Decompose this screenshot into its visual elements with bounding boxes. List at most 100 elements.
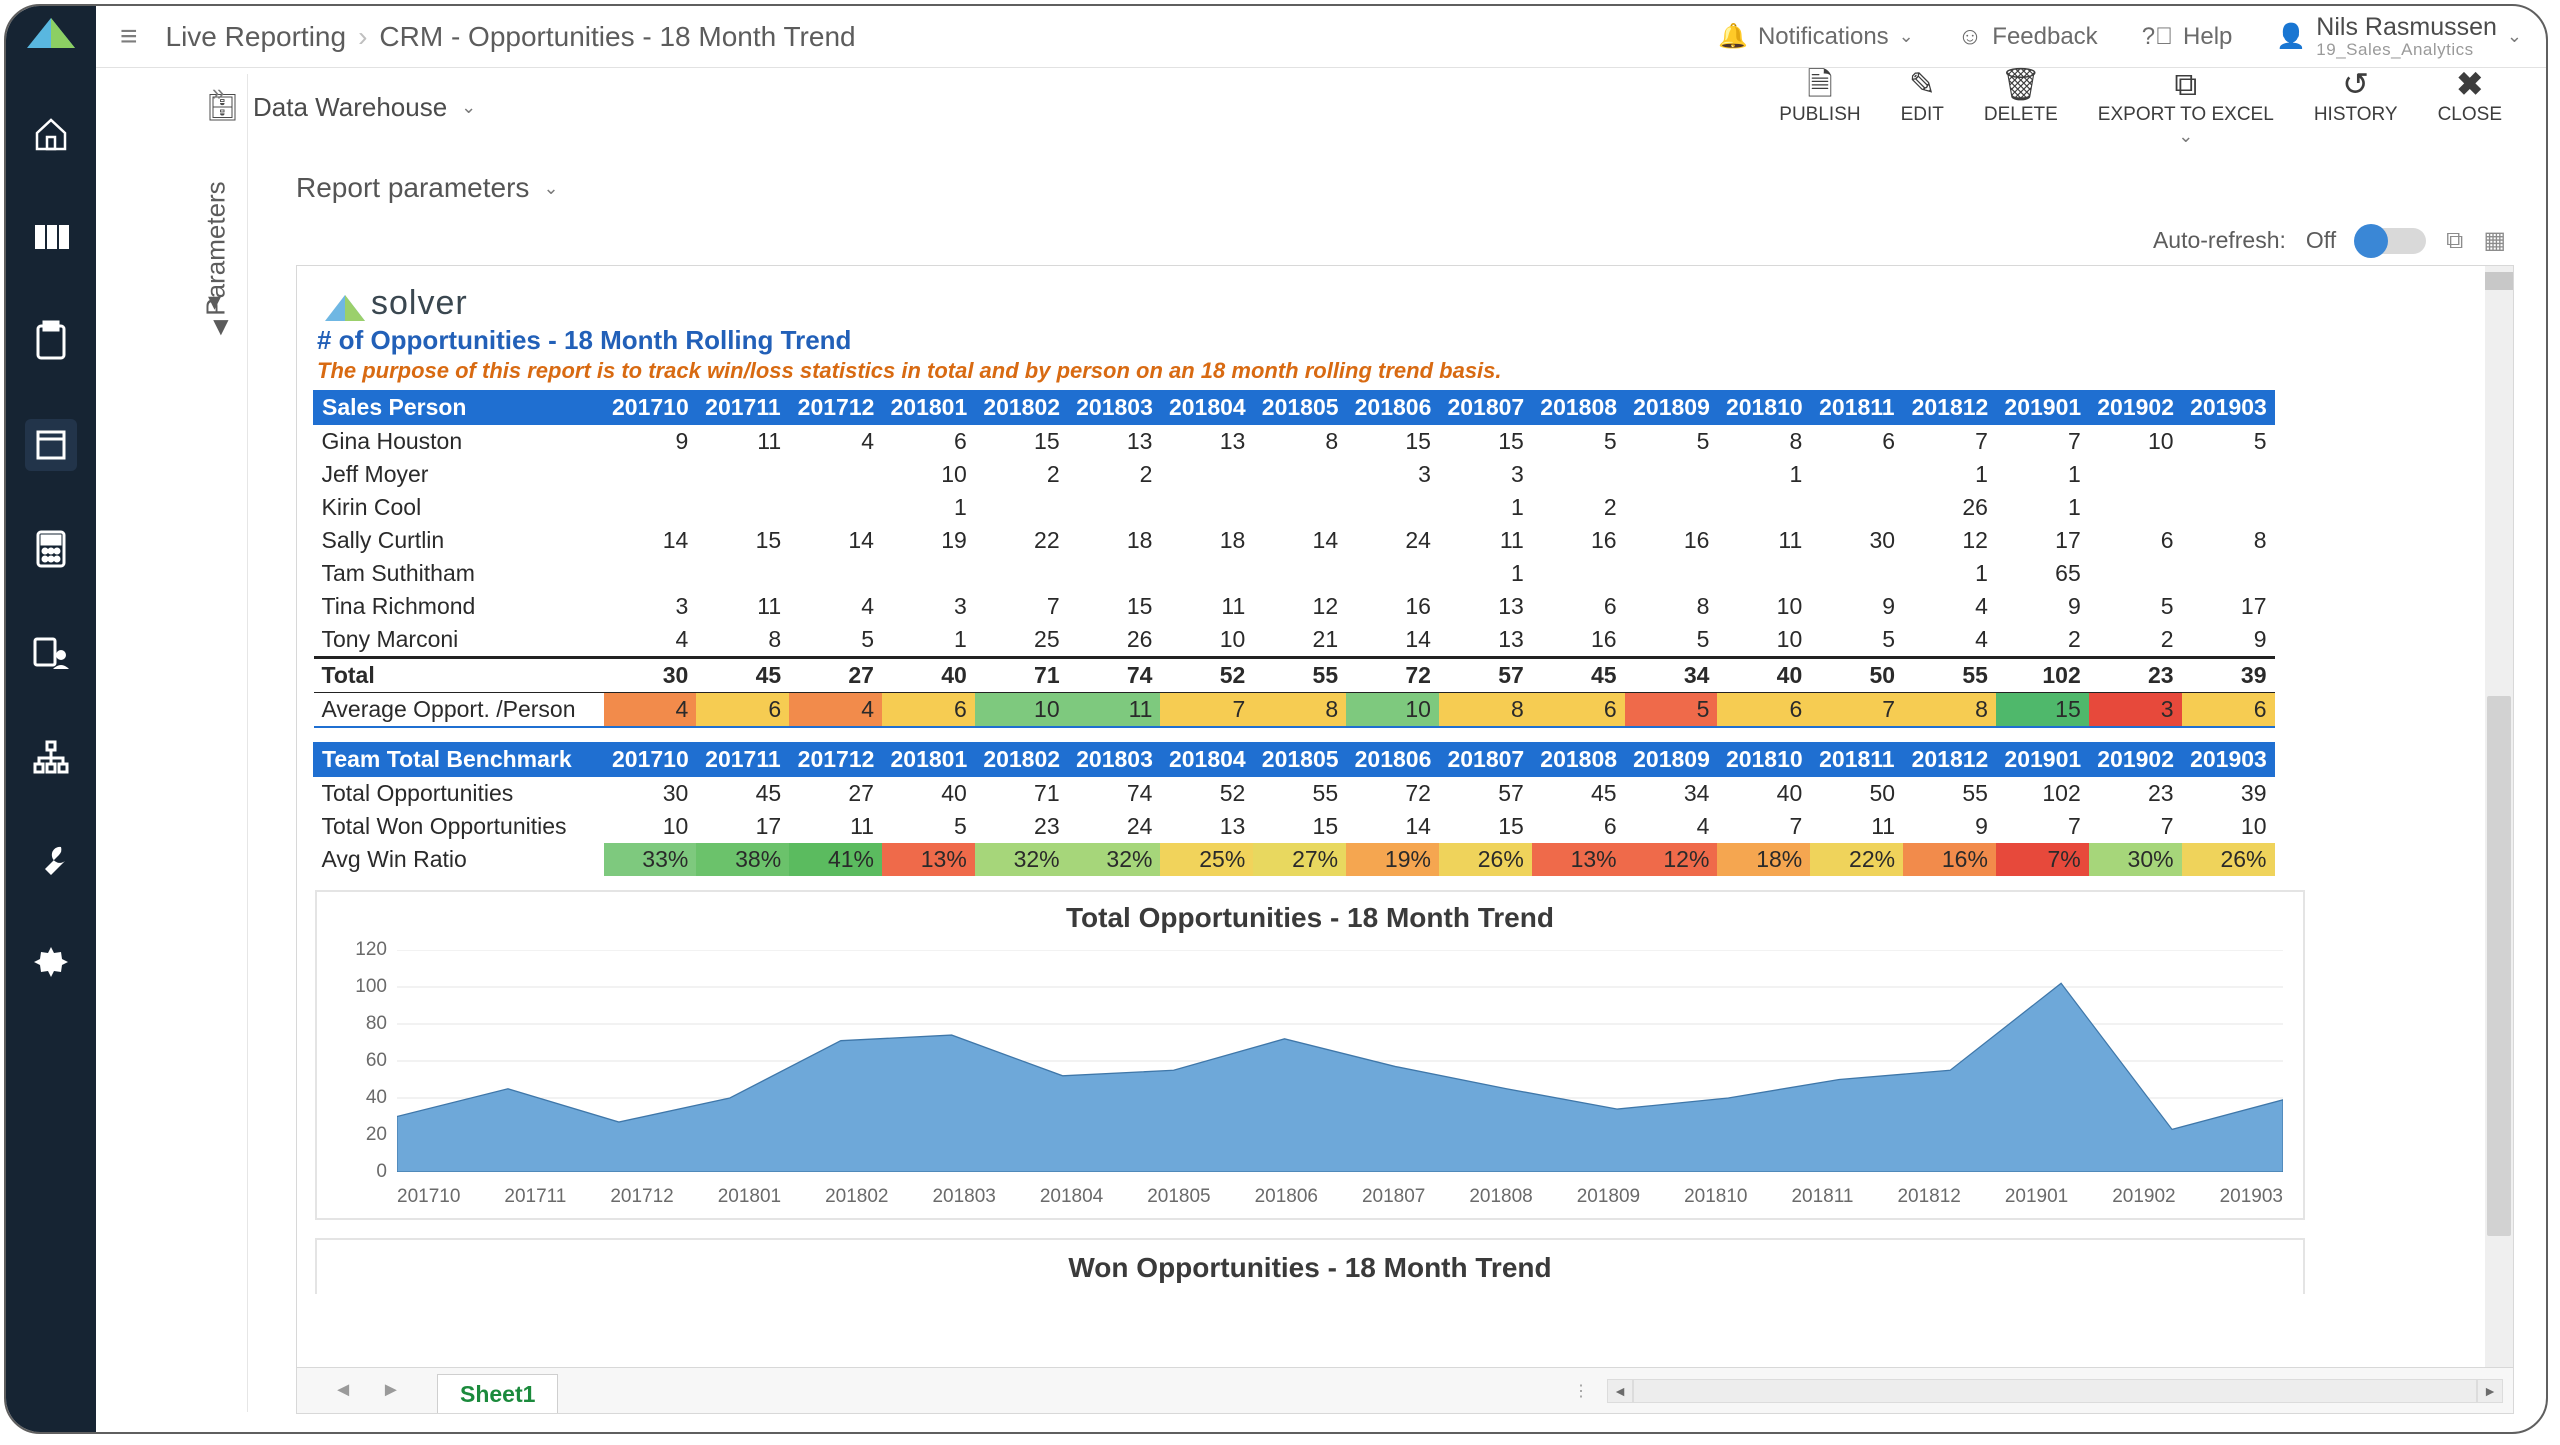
notifications-button[interactable]: 🔔Notifications⌄ [1718, 22, 1914, 51]
cell-name: Sally Curtlin [314, 524, 604, 557]
cell-value [1810, 557, 1903, 590]
x-tick: 201802 [825, 1186, 888, 1208]
sheet-prev-icon[interactable]: ◄ [333, 1379, 353, 1402]
col-period: 201812 [1903, 743, 1996, 777]
cell-value: 8 [1253, 425, 1346, 459]
col-period: 201810 [1717, 743, 1810, 777]
cell-value [1068, 557, 1161, 590]
cell-value: 15 [1439, 425, 1532, 459]
user-org: 19_Sales_Analytics [2316, 41, 2473, 59]
autorefresh-state: Off [2306, 227, 2336, 254]
cell-value: 1 [1439, 491, 1532, 524]
cell-value: 15 [1346, 425, 1439, 459]
col-period: 201808 [1532, 743, 1625, 777]
edit-button[interactable]: ✎EDIT [1901, 68, 1944, 147]
user-menu[interactable]: 👤 Nils Rasmussen 19_Sales_Analytics ⌄ [2276, 14, 2522, 58]
sheet-next-icon[interactable]: ► [381, 1379, 401, 1402]
nav-report-icon[interactable] [25, 419, 77, 471]
sheet-bar: ◄ ► Sheet1 ⋮ ◄► [297, 1367, 2513, 1413]
nav-flow-icon[interactable] [25, 731, 77, 783]
cell-value [2182, 458, 2275, 491]
help-button[interactable]: ?⃝Help [2142, 23, 2233, 51]
history-button[interactable]: ↺HISTORY [2314, 68, 2398, 147]
cell-value: 18 [1068, 524, 1161, 557]
cell-value: 9 [2182, 623, 2275, 658]
vertical-scrollbar[interactable] [2485, 266, 2513, 1413]
cell-value [2089, 557, 2182, 590]
cell-value: 14 [789, 524, 882, 557]
user-name: Nils Rasmussen [2316, 14, 2497, 40]
cell-value: 13 [1439, 623, 1532, 658]
x-tick: 201809 [1577, 1186, 1640, 1208]
col-period: 201810 [1717, 391, 1810, 425]
hamburger-icon[interactable]: ≡ [120, 20, 138, 54]
opportunities-chart: Total Opportunities - 18 Month Trend 020… [315, 890, 2305, 1220]
export-button[interactable]: ⧉EXPORT TO EXCEL⌄ [2098, 68, 2274, 147]
cell-value [696, 458, 789, 491]
autorefresh-toggle[interactable] [2356, 228, 2426, 254]
sheet-tab[interactable]: Sheet1 [437, 1374, 558, 1413]
won-chart-header: Won Opportunities - 18 Month Trend [315, 1238, 2305, 1294]
cell-value [789, 557, 882, 590]
cell-value: 8 [1717, 425, 1810, 459]
nav-settings-icon[interactable] [25, 939, 77, 991]
chevron-down-icon: ⌄ [1899, 26, 1914, 47]
cell-value [1625, 458, 1718, 491]
chart-title: Won Opportunities - 18 Month Trend [317, 1252, 2303, 1284]
nav-data-icon[interactable] [25, 211, 77, 263]
feedback-button[interactable]: ☺Feedback [1958, 23, 2098, 51]
close-button[interactable]: ✖CLOSE [2438, 68, 2502, 147]
x-tick: 201710 [397, 1186, 460, 1208]
cell-value [1717, 557, 1810, 590]
cell-name: Tam Suthitham [314, 557, 604, 590]
nav-home-icon[interactable] [25, 107, 77, 159]
cell-name: Kirin Cool [314, 491, 604, 524]
cell-name: Tony Marconi [314, 623, 604, 658]
cell-value: 1 [1903, 458, 1996, 491]
horizontal-scrollbar[interactable]: ⋮ ◄► [1573, 1368, 2513, 1413]
filter-icon[interactable]: ▾▼ [208, 286, 234, 342]
avg-row: Average Opport. /Person46461011781086567… [314, 693, 2275, 728]
cell-name: Jeff Moyer [314, 458, 604, 491]
cell-value: 12 [1253, 590, 1346, 623]
cell-value: 12 [1903, 524, 1996, 557]
col-period: 201902 [2089, 743, 2182, 777]
cell-value: 3 [1439, 458, 1532, 491]
cell-value: 4 [1903, 623, 1996, 658]
breadcrumb-root[interactable]: Live Reporting [166, 21, 347, 53]
top-bar: ≡ Live Reporting › CRM - Opportunities -… [96, 6, 2546, 68]
nav-docuser-icon[interactable] [25, 627, 77, 679]
cell-value: 4 [1903, 590, 1996, 623]
action-bar: 🗄 Data Warehouse ⌄ 🗎PUBLISH ✎EDIT 🗑DELET… [96, 68, 2546, 146]
cell-value [2089, 458, 2182, 491]
cell-value: 2 [1996, 623, 2089, 658]
cell-value: 8 [696, 623, 789, 658]
cell-value: 6 [2089, 524, 2182, 557]
x-tick: 201805 [1147, 1186, 1210, 1208]
cell-value: 16 [1346, 590, 1439, 623]
delete-button[interactable]: 🗑DELETE [1984, 68, 2058, 147]
cell-value: 8 [1625, 590, 1718, 623]
cell-value: 5 [789, 623, 882, 658]
publish-button[interactable]: 🗎PUBLISH [1779, 68, 1860, 147]
cell-value: 8 [2182, 524, 2275, 557]
cell-value: 1 [1717, 458, 1810, 491]
grid-icon[interactable]: ▦ [2483, 226, 2506, 255]
cell-value: 11 [1160, 590, 1253, 623]
col-salesperson: Sales Person [314, 391, 604, 425]
cell-value: 5 [1625, 425, 1718, 459]
cell-value: 5 [1625, 623, 1718, 658]
nav-tools-icon[interactable] [25, 835, 77, 887]
cell-value [1068, 491, 1161, 524]
nav-clipboard-icon[interactable] [25, 315, 77, 367]
col-period: 201805 [1253, 391, 1346, 425]
cell-value [975, 491, 1068, 524]
report-parameters-toggle[interactable]: Report parameters ⌄ [96, 146, 2546, 226]
cell-value: 1 [882, 491, 975, 524]
nav-calc-icon[interactable] [25, 523, 77, 575]
popout-icon[interactable]: ⧉ [2446, 227, 2463, 255]
cell-value: 13 [1160, 425, 1253, 459]
cell-value: 26 [1903, 491, 1996, 524]
cell-value: 9 [1996, 590, 2089, 623]
col-period: 201803 [1068, 391, 1161, 425]
